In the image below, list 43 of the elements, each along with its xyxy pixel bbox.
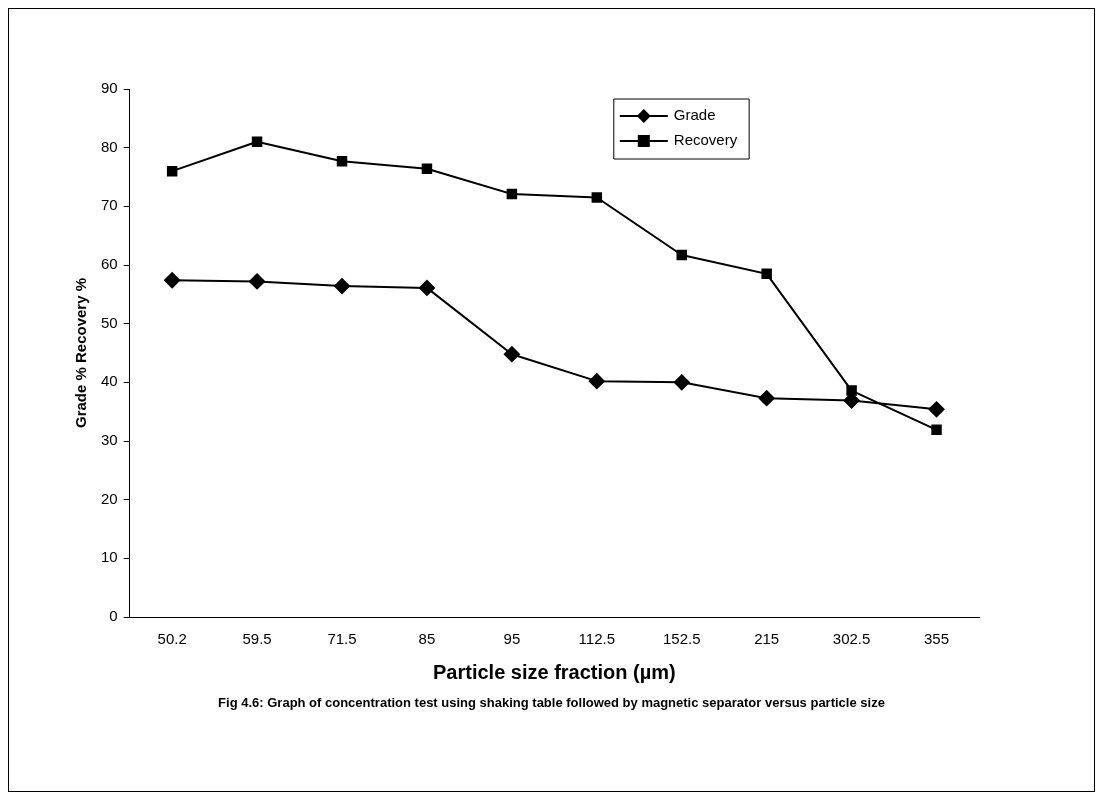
y-tick-label: 0: [109, 607, 118, 625]
x-tick-label: 95: [503, 630, 521, 648]
point: [506, 188, 518, 200]
caption: Fig 4.6: Graph of concentration test using shaking table followed by magnetic separator versus particle size: [217, 695, 886, 710]
point: [931, 424, 942, 436]
y-tick-label: 40: [101, 372, 118, 390]
point: [166, 165, 178, 177]
y-tick-label: 80: [101, 137, 118, 155]
x-tick-label: 50.2: [157, 630, 187, 648]
x-tick-label: 112.5: [578, 630, 616, 648]
y-tick-label: 90: [101, 79, 118, 97]
x-tick-label: 59.5: [242, 630, 272, 648]
point: [336, 155, 348, 167]
x-tick-label: 85: [418, 630, 436, 648]
point: [673, 374, 690, 391]
legend-label: Grade: [673, 106, 716, 124]
point: [334, 278, 351, 295]
point: [591, 192, 603, 203]
point: [758, 390, 775, 407]
y-tick-label: 20: [101, 489, 118, 507]
x-tick-label: 302.5: [832, 630, 871, 648]
x-tick-label: 152.5: [662, 630, 701, 648]
y-tick-label: 30: [101, 431, 118, 449]
x-tick-label: 355: [924, 630, 950, 648]
point: [761, 268, 772, 280]
point: [503, 346, 520, 363]
point: [928, 401, 945, 418]
x-axis-title: Particle size fraction (µm): [432, 660, 676, 683]
x-tick-label: 71.5: [327, 630, 357, 648]
y-tick-label: 10: [101, 548, 118, 566]
point: [418, 279, 435, 296]
point: [421, 163, 433, 175]
point: [249, 273, 266, 290]
x-tick-label: 215: [754, 630, 780, 648]
y-axis-title: Grade % Recovery %: [72, 277, 90, 429]
y-tick-label: 50: [101, 313, 118, 331]
legend-label: Recovery: [673, 131, 738, 149]
point: [676, 249, 687, 261]
point: [588, 373, 605, 390]
point: [164, 272, 181, 289]
y-tick-label: 60: [101, 255, 118, 273]
point: [251, 136, 263, 148]
y-tick-label: 70: [101, 196, 118, 214]
